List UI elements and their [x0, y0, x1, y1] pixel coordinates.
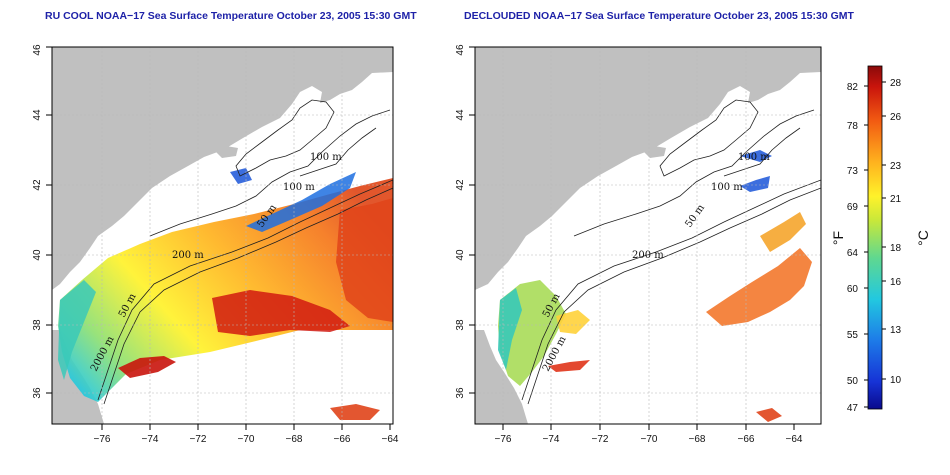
- y-axis: [46, 46, 52, 394]
- x-tick-label: −66: [738, 434, 755, 445]
- cape-cod: [642, 146, 666, 158]
- sst-cold-shelf: [740, 176, 770, 192]
- sst-hot-streak: [548, 360, 590, 372]
- x-tick-label: −74: [543, 434, 560, 445]
- sst-offshore-warm: [706, 248, 812, 326]
- grid-lines: [52, 47, 393, 424]
- contour-label: 100 m: [738, 152, 770, 163]
- x-tick-label: −66: [334, 434, 351, 445]
- y-tick-label: 38: [455, 319, 466, 331]
- celsius-ticks: [882, 81, 886, 380]
- x-tick-label: −76: [94, 434, 111, 445]
- x-tick-label: −70: [641, 434, 658, 445]
- sst-hot-eddy: [212, 290, 350, 336]
- fahrenheit-tick-label: 50: [847, 376, 859, 387]
- celsius-tick-label: 18: [890, 243, 902, 254]
- fahrenheit-tick-label: 82: [847, 82, 859, 93]
- fahrenheit-tick-label: 47: [847, 403, 859, 414]
- contour-label: 200 m: [172, 250, 204, 261]
- y-tick-label: 36: [32, 387, 43, 399]
- fahrenheit-tick-label: 69: [847, 202, 859, 213]
- cape-cod: [214, 146, 238, 158]
- celsius-tick-label: 26: [890, 112, 902, 123]
- x-axis: [502, 424, 795, 430]
- x-axis: [101, 424, 391, 430]
- x-tick-label: −68: [286, 434, 303, 445]
- fahrenheit-unit-label: °F: [830, 231, 846, 245]
- sst-warm-patch: [556, 310, 590, 334]
- x-tick-label: −72: [190, 434, 207, 445]
- map-frame: [51, 46, 394, 425]
- left-panel-title: RU COOL NOAA−17 Sea Surface Temperature …: [45, 10, 417, 22]
- left-map-panel: 100 m 100 m 50 m 200 m 50 m 2000 m −76 −…: [32, 44, 399, 445]
- y-tick-label: 40: [32, 249, 43, 261]
- celsius-tick-label: 23: [890, 161, 902, 172]
- bathymetry-contours: [97, 99, 393, 405]
- celsius-tick-label: 21: [890, 194, 902, 205]
- contour-label: 100 m: [711, 182, 743, 193]
- fahrenheit-tick-label: 73: [847, 166, 859, 177]
- land-mass-south: [475, 330, 528, 424]
- land-mass: [52, 47, 393, 290]
- y-tick-label: 42: [455, 179, 466, 191]
- right-panel-title: DECLOUDED NOAA−17 Sea Surface Temperatur…: [464, 10, 854, 22]
- fahrenheit-tick-label: 55: [847, 330, 859, 341]
- contour-label: 100 m: [283, 182, 315, 193]
- sst-hot-streak: [118, 356, 176, 378]
- y-tick-label: 44: [32, 109, 43, 121]
- contour-label: 100 m: [310, 152, 342, 163]
- y-tick-label: 46: [32, 44, 43, 56]
- celsius-tick-label: 10: [890, 375, 902, 386]
- y-tick-label: 46: [455, 44, 466, 56]
- celsius-unit-label: °C: [915, 230, 931, 246]
- colorbar: 82 78 73 69 64 60 55 50 47 28 26 23 21 1…: [830, 65, 931, 414]
- x-tick-label: −74: [142, 434, 159, 445]
- y-axis: [469, 46, 475, 394]
- x-tick-label: −64: [786, 434, 803, 445]
- sst-offshore-warm-2: [760, 212, 806, 252]
- x-tick-label: −64: [382, 434, 399, 445]
- y-tick-label: 38: [32, 319, 43, 331]
- sst-cold-shelf: [246, 172, 356, 232]
- x-tick-label: −72: [592, 434, 609, 445]
- y-tick-label: 36: [455, 387, 466, 399]
- map-frame: [474, 46, 822, 425]
- contour-label: 200 m: [632, 250, 664, 261]
- y-tick-label: 40: [455, 249, 466, 261]
- celsius-tick-label: 13: [890, 325, 902, 336]
- x-tick-label: −70: [238, 434, 255, 445]
- x-tick-label: −76: [495, 434, 512, 445]
- bathymetry-contours: [521, 99, 821, 405]
- sst-cold-gulf: [230, 168, 252, 184]
- land-mass: [475, 47, 821, 290]
- right-map-panel: 100 m 100 m 50 m 200 m 50 m 2000 m −76 −…: [455, 44, 822, 445]
- celsius-tick-label: 28: [890, 78, 902, 89]
- y-tick-label: 42: [32, 179, 43, 191]
- fahrenheit-tick-label: 78: [847, 121, 859, 132]
- x-tick-label: −68: [689, 434, 706, 445]
- sst-south-patch: [330, 404, 380, 420]
- sst-coastal-cool: [498, 288, 522, 370]
- colorbar-gradient: [867, 65, 883, 410]
- sst-coastal-cool: [58, 280, 96, 380]
- celsius-tick-label: 16: [890, 277, 902, 288]
- sst-warm-field: [58, 178, 393, 402]
- fahrenheit-tick-label: 64: [847, 248, 859, 259]
- grid-lines: [475, 47, 821, 424]
- y-tick-label: 44: [455, 109, 466, 121]
- sst-east-hot: [336, 198, 393, 322]
- sst-south-patch: [756, 408, 782, 422]
- fahrenheit-ticks: [864, 85, 868, 408]
- fahrenheit-tick-label: 60: [847, 284, 859, 295]
